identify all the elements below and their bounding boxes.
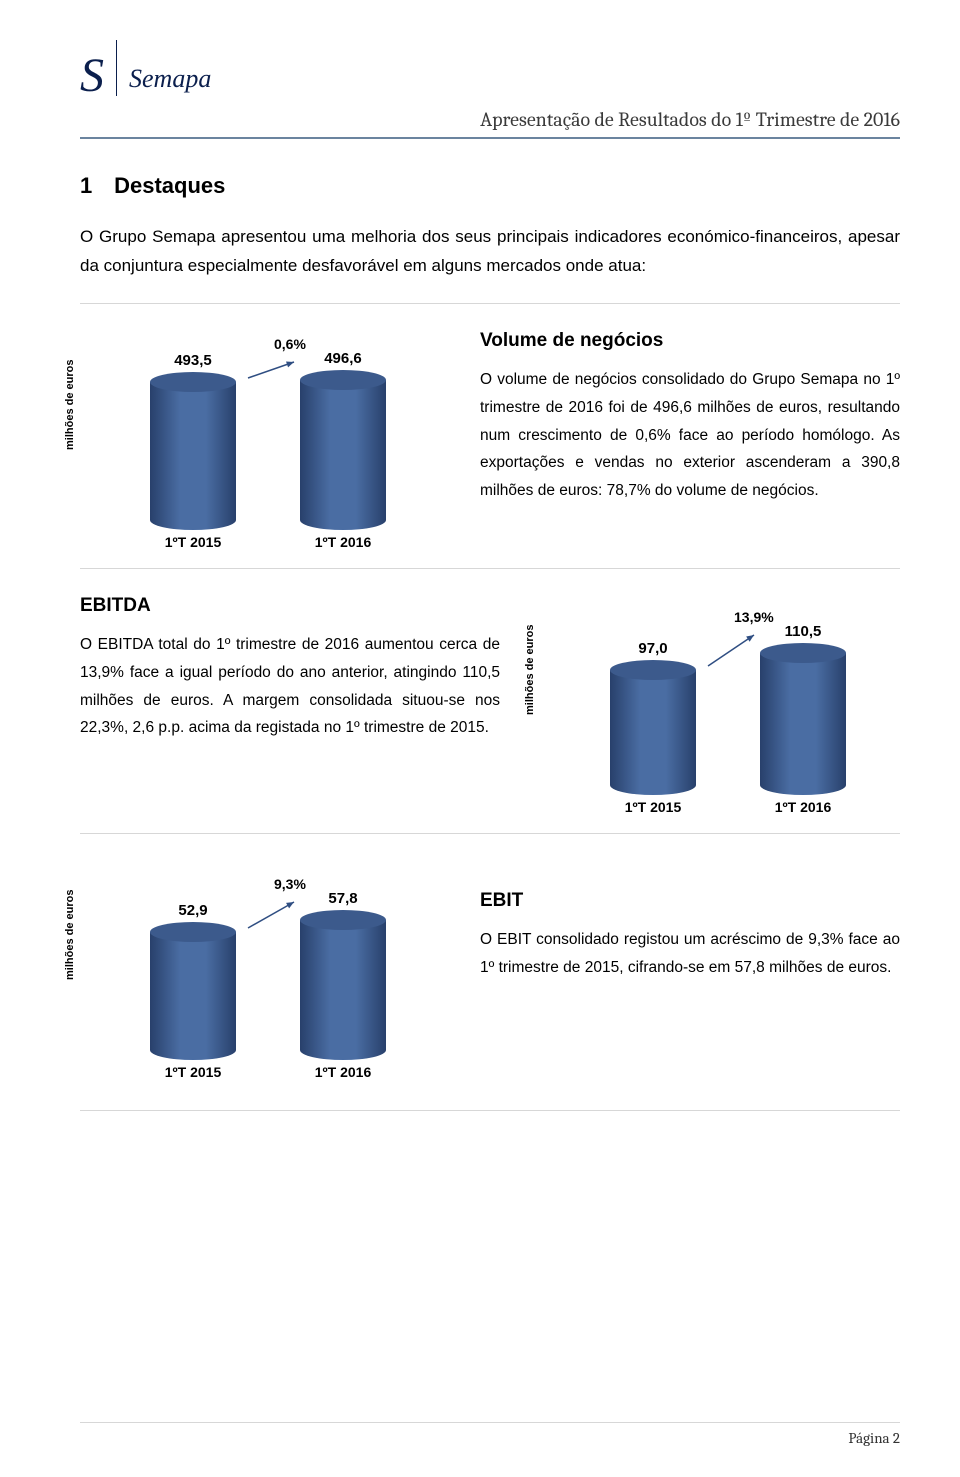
chart-value-1: 110,5	[758, 623, 848, 640]
logo-name: Semapa	[129, 64, 211, 94]
chart-volume: milhões de euros0,6%493,5496,61ºT 20151º…	[80, 330, 440, 550]
chart-value-0: 493,5	[148, 352, 238, 369]
chart-value-0: 97,0	[608, 640, 698, 657]
chart-ylabel: milhões de euros	[64, 359, 76, 449]
volume-body: O volume de negócios consolidado do Grup…	[480, 366, 900, 505]
chart-category-0: 1ºT 2015	[608, 799, 698, 815]
chart-value-1: 496,6	[298, 350, 388, 367]
logo: S Semapa	[80, 40, 900, 100]
intro-paragraph: O Grupo Semapa apresentou uma melhoria d…	[80, 223, 900, 281]
section-number: 1	[80, 173, 108, 199]
block-volume: milhões de euros0,6%493,5496,61ºT 20151º…	[80, 304, 900, 569]
ebitda-body: O EBITDA total do 1º trimestre de 2016 a…	[80, 631, 500, 743]
block-ebitda: EBITDA O EBITDA total do 1º trimestre de…	[80, 569, 900, 834]
section-heading: 1 Destaques	[80, 173, 900, 199]
block-ebit: milhões de euros9,3%52,957,81ºT 20151ºT …	[80, 834, 900, 1111]
page-footer: Página 2	[80, 1422, 900, 1447]
ebitda-title: EBITDA	[80, 595, 500, 617]
ebit-body: O EBIT consolidado registou um acréscimo…	[480, 926, 900, 982]
chart-ylabel: milhões de euros	[524, 624, 536, 714]
volume-title: Volume de negócios	[480, 330, 900, 352]
chart-ebit: milhões de euros9,3%52,957,81ºT 20151ºT …	[80, 860, 440, 1080]
chart-category-1: 1ºT 2016	[298, 534, 388, 550]
chart-category-1: 1ºT 2016	[298, 1064, 388, 1080]
ebit-title: EBIT	[480, 890, 900, 912]
chart-category-0: 1ºT 2015	[148, 1064, 238, 1080]
chart-value-0: 52,9	[148, 902, 238, 919]
chart-value-1: 57,8	[298, 890, 388, 907]
logo-glyph: S	[80, 52, 104, 100]
logo-divider	[116, 40, 117, 96]
section-title: Destaques	[114, 173, 225, 198]
chart-ebitda: milhões de euros13,9%97,0110,51ºT 20151º…	[540, 595, 900, 815]
chart-ylabel: milhões de euros	[64, 889, 76, 979]
chart-category-0: 1ºT 2015	[148, 534, 238, 550]
page-title: Apresentação de Resultados do 1º Trimest…	[80, 108, 900, 139]
chart-category-1: 1ºT 2016	[758, 799, 848, 815]
